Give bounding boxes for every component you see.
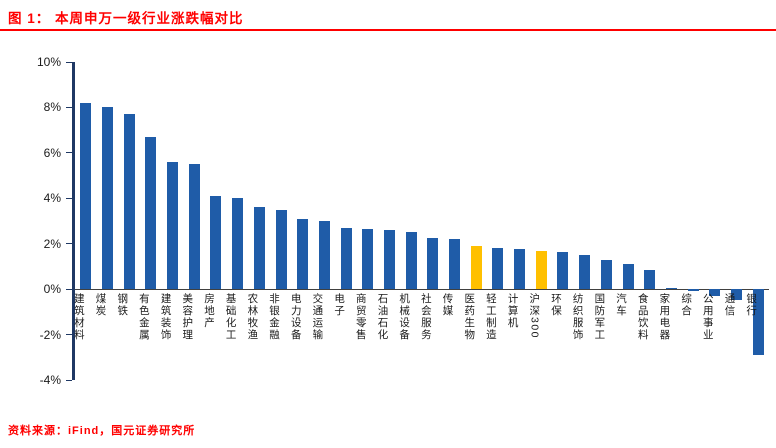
category-label: 环保 — [549, 293, 562, 318]
bar-纺织服饰 — [579, 255, 591, 290]
category-label: 房地产 — [202, 293, 215, 330]
bar-医药生物 — [470, 245, 482, 290]
category-label: 沪深300 — [528, 293, 541, 340]
bar-传媒 — [449, 239, 461, 290]
y-axis-tick — [66, 334, 72, 336]
category-label: 石油石化 — [376, 293, 389, 342]
bar-美容护理 — [188, 164, 200, 290]
category-label: 非银金融 — [268, 293, 281, 342]
bar-钢铁 — [123, 114, 135, 290]
figure-title: 图 1： 本周申万一级行业涨跌幅对比 — [8, 11, 244, 26]
y-axis-label: -4% — [39, 373, 61, 387]
category-label: 纺织服饰 — [571, 293, 584, 342]
category-label: 通信 — [723, 293, 736, 318]
bar-银行 — [752, 289, 764, 355]
category-label: 汽车 — [615, 293, 628, 318]
bar-公用事业 — [709, 289, 721, 296]
category-label: 国防军工 — [593, 293, 606, 342]
category-label: 计算机 — [506, 293, 519, 330]
category-label: 公用事业 — [701, 293, 714, 342]
y-axis-label: 10% — [36, 55, 61, 69]
category-label: 电力设备 — [289, 293, 302, 342]
category-label: 社会服务 — [419, 293, 432, 342]
y-axis-tick — [66, 61, 72, 63]
y-axis-label: 4% — [43, 191, 61, 206]
title-underline — [0, 29, 776, 31]
category-label: 建筑材料 — [72, 293, 85, 342]
zero-axis-line — [75, 289, 769, 291]
bar-电子 — [340, 227, 352, 290]
y-axis-label: 2% — [43, 236, 61, 251]
bar-建筑装饰 — [167, 161, 179, 290]
category-label: 轻工制造 — [484, 293, 497, 342]
bar-汽车 — [622, 264, 634, 290]
bar-综合 — [687, 289, 699, 292]
y-axis-label: -2% — [39, 327, 61, 342]
y-axis-label: 8% — [43, 100, 61, 115]
y-axis-tick — [66, 243, 72, 245]
category-label: 建筑装饰 — [159, 293, 172, 342]
bar-chart-plot-area: 10% 8% 6% 4% 2% 0% -2% -4% 建筑材料 煤炭 钢铁 有色金属 建筑装饰 美容护理房… — [37, 55, 769, 387]
category-label: 食品饮料 — [636, 293, 649, 342]
bar-煤炭 — [102, 107, 114, 290]
category-label: 农林牧渔 — [246, 293, 259, 342]
category-label: 美容护理 — [181, 293, 194, 342]
y-axis-tick — [66, 197, 72, 199]
bar-国防军工 — [600, 259, 612, 290]
bar-有色金属 — [145, 136, 157, 290]
category-label: 基础化工 — [224, 293, 237, 342]
category-label: 机械设备 — [398, 293, 411, 342]
y-axis-label: 0% — [43, 282, 61, 297]
y-axis-label: 6% — [43, 145, 61, 160]
category-label: 电子 — [333, 293, 346, 318]
category-label: 银行 — [745, 293, 758, 318]
bar-石油石化 — [383, 230, 395, 290]
y-axis-tick — [66, 106, 72, 108]
category-label: 钢铁 — [116, 293, 129, 318]
bar-食品饮料 — [644, 269, 656, 290]
bar-计算机 — [514, 249, 526, 290]
category-label: 交通运输 — [311, 293, 324, 342]
bar-交通运输 — [318, 221, 330, 290]
bar-机械设备 — [405, 232, 417, 290]
y-axis-tick — [66, 152, 72, 154]
bar-通信 — [730, 289, 742, 301]
category-label: 家用电器 — [658, 293, 671, 342]
bar-社会服务 — [427, 238, 439, 290]
bar-房地产 — [210, 196, 222, 290]
category-label: 综合 — [680, 293, 693, 318]
bar-环保 — [557, 251, 569, 290]
y-axis-tick — [66, 288, 72, 290]
category-label: 商贸零售 — [354, 293, 367, 342]
y-axis-tick — [66, 379, 72, 381]
bar-非银金融 — [275, 209, 287, 290]
bar-农林牧渔 — [253, 207, 265, 290]
bar-商贸零售 — [362, 228, 374, 290]
category-label: 煤炭 — [94, 293, 107, 318]
bar-基础化工 — [232, 198, 244, 290]
source-note: 资料来源：iFind，国元证券研究所 — [8, 425, 196, 437]
category-label: 有色金属 — [137, 293, 150, 342]
category-label: 传媒 — [441, 293, 454, 318]
bar-轻工制造 — [492, 248, 504, 290]
bar-建筑材料 — [80, 102, 92, 290]
category-label: 医药生物 — [463, 293, 476, 342]
bar-家用电器 — [665, 288, 677, 290]
bar-电力设备 — [297, 218, 309, 290]
bar-沪深300 — [535, 250, 547, 290]
